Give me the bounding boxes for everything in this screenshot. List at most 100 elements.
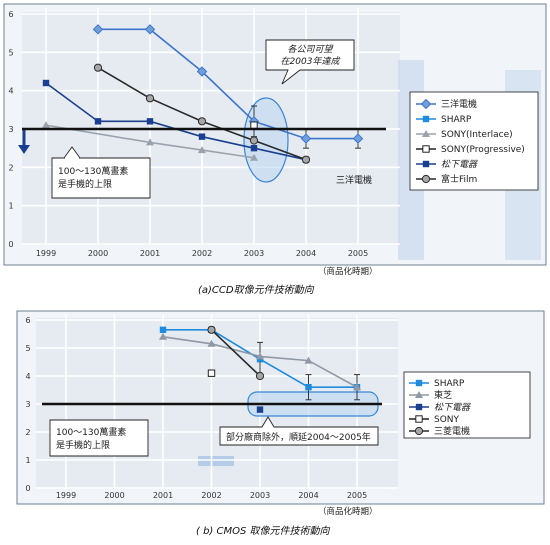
data-point: [305, 384, 312, 391]
data-point: [93, 63, 103, 72]
panel-cmos-threshold-callout: 100～130萬畫素是手機的上限: [49, 419, 149, 457]
x-tick-label: 2005: [348, 249, 368, 258]
y-tick-label: 0: [25, 484, 30, 493]
data-point: [256, 406, 264, 413]
x-tick-label: 1999: [56, 491, 76, 500]
data-point: [207, 369, 216, 377]
y-tick-label: 2: [25, 428, 30, 437]
data-point: [256, 352, 264, 360]
panel-ccd-x-ticks: 1999 2000 2001 2002 2003 2004 2005: [36, 249, 368, 258]
x-tick-label: 2004: [298, 491, 318, 500]
x-tick-label: 2002: [201, 491, 221, 500]
legend-label: SONY: [434, 415, 460, 425]
legend-marker: [422, 130, 430, 137]
series-三菱電機: [207, 325, 265, 381]
legend-label: SHARP: [441, 115, 472, 125]
panel-ccd-ellipse-callout: 各公司可望在2003年達成: [265, 39, 355, 85]
legend-label: 松下電器: [441, 159, 478, 170]
y-tick-label: 4: [8, 87, 13, 96]
x-tick-label: 2000: [104, 491, 124, 500]
legend-label: SONY(Progressive): [441, 145, 525, 155]
data-point: [146, 138, 154, 146]
legend-entry: 三菱電機: [409, 425, 470, 437]
data-point: [352, 133, 364, 144]
series-SONY: [207, 369, 216, 377]
series-line: [210, 329, 261, 377]
data-point: [42, 79, 50, 87]
series-東芝: [159, 332, 361, 391]
series-松下電器: [256, 406, 264, 413]
panel-ccd-threshold-callout: 100～130萬畫素是手機的上限: [51, 146, 151, 199]
legend-entry: 松下電器: [416, 159, 478, 170]
y-tick-label: 0: [8, 240, 13, 249]
data-point: [249, 136, 259, 145]
x-tick-label: 2000: [88, 249, 108, 258]
legend-label: SONY(Interlace): [441, 130, 513, 140]
legend-entry: 富士Film: [416, 173, 477, 185]
series-SONY(Interlace): [42, 121, 258, 161]
y-tick-label: 6: [8, 10, 13, 19]
data-point: [197, 117, 207, 126]
legend-label: 東芝: [434, 389, 452, 401]
legend-marker: [422, 160, 430, 168]
data-point: [207, 325, 216, 334]
x-tick-label: 2001: [153, 491, 173, 500]
panel-ccd-threshold-note: 100～130萬畫素是手機的上限: [58, 165, 128, 190]
series-line: [98, 28, 358, 140]
x-tick-label: 2003: [250, 491, 270, 500]
panel-cmos-x-axis-label: （商品化時期）: [318, 506, 378, 517]
data-point: [198, 146, 206, 154]
x-tick-label: 2003: [244, 249, 264, 258]
data-point: [301, 155, 311, 164]
legend-marker: [415, 379, 423, 387]
data-point: [255, 371, 265, 381]
legend-label: 松下電器: [434, 402, 471, 413]
legend-marker: [421, 174, 431, 184]
panel-ccd-caption: (a)CCD取像元件技術動向: [198, 284, 315, 296]
x-tick-label: 2004: [296, 249, 316, 258]
x-tick-label: 2005: [347, 491, 367, 500]
data-point: [207, 339, 216, 347]
y-tick-label: 3: [8, 125, 13, 134]
legend-entry: SONY(Interlace): [416, 130, 513, 140]
series-SONY(Progressive): [250, 121, 258, 129]
legend-entry: 三洋電機: [416, 98, 477, 110]
series-line: [45, 124, 255, 159]
panel-ccd: 0 1 2 3 4 5 6 1999 2000 2001 2002 2003 2004 2005 100…: [3, 3, 547, 277]
y-tick-label: 1: [25, 456, 30, 465]
down-arrow-icon: [18, 129, 30, 154]
data-point: [144, 24, 156, 35]
legend-entry: SHARP: [409, 379, 465, 389]
data-point: [159, 332, 167, 340]
x-tick-label: 1999: [36, 249, 56, 258]
legend-marker: [415, 403, 423, 411]
panel-ccd-side-label: 三洋電機: [336, 174, 372, 186]
data-point: [42, 121, 50, 129]
y-tick-label: 2: [8, 163, 13, 172]
data-point: [198, 133, 206, 140]
y-tick-label: 3: [25, 400, 30, 409]
panel-ccd-legend: 三洋電機 SHARP SONY(Interlace) SONY(Progressive…: [409, 91, 539, 191]
legend-label: 富士Film: [441, 173, 477, 185]
panel-ccd-ellipse-note: 各公司可望在2003年達成: [281, 44, 342, 67]
y-tick-label: 6: [25, 316, 30, 325]
data-point: [300, 133, 312, 144]
data-point: [304, 356, 313, 364]
legend-label: 三洋電機: [441, 98, 477, 110]
legend-marker: [415, 391, 423, 398]
legend-marker: [422, 145, 430, 153]
legend-entry: SHARP: [416, 115, 472, 125]
legend-entry: 東芝: [409, 389, 452, 401]
data-point: [353, 383, 361, 391]
data-point: [94, 118, 102, 125]
panel-cmos-box-note: 部分廠商除外，順延2004～2005年: [226, 431, 371, 443]
legend-label: SHARP: [434, 379, 465, 389]
y-tick-label: 5: [25, 344, 30, 353]
legend-marker: [414, 426, 424, 436]
panel-cmos-x-ticks: 1999 2000 2001 2002 2003 2004 2005: [56, 491, 367, 500]
panel-cmos-threshold-note: 100～130萬畫素是手機的上限: [56, 426, 126, 451]
legend-entry: SONY: [409, 415, 460, 425]
y-tick-label: 1: [8, 202, 13, 211]
